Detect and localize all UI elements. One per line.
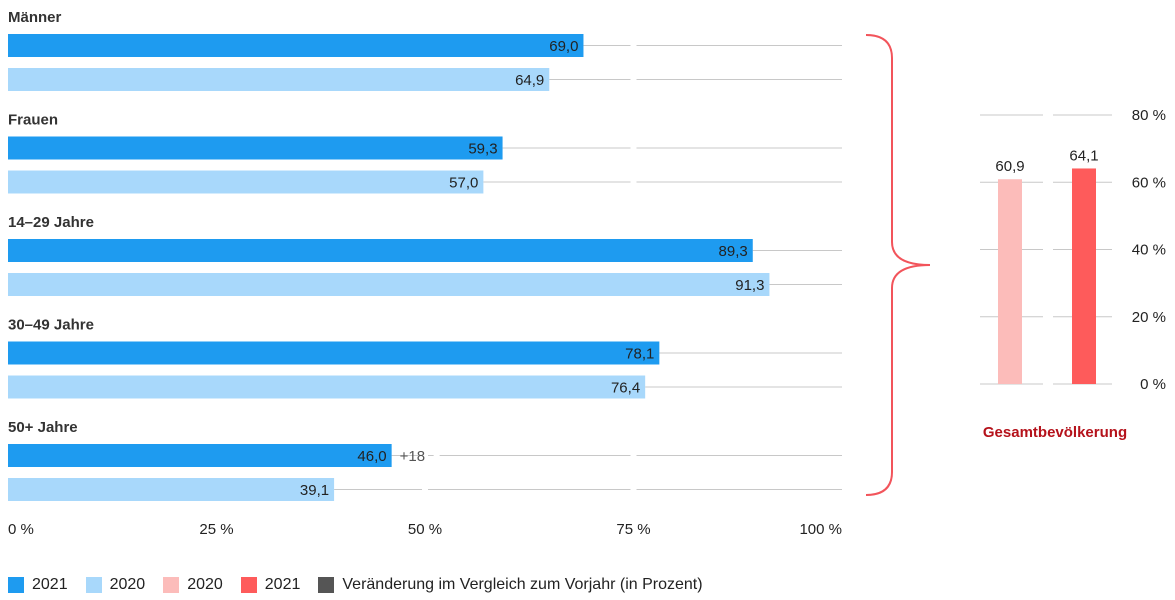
legend-swatch bbox=[240, 577, 257, 593]
data-label: 76,4 bbox=[611, 380, 640, 397]
bar-2020 bbox=[8, 273, 770, 296]
legend-item: 2020 bbox=[163, 576, 223, 594]
change-annotation: +18 bbox=[400, 448, 425, 465]
bar-2021 bbox=[8, 239, 753, 262]
data-label: 78,1 bbox=[625, 346, 654, 363]
bar-2020 bbox=[8, 375, 646, 399]
legend-label: 2021 bbox=[32, 576, 68, 593]
grid-layer bbox=[334, 44, 1112, 491]
y-tick-label: 80 % bbox=[1132, 107, 1166, 124]
y-tick-label: 20 % bbox=[1132, 309, 1166, 326]
legend-swatch bbox=[318, 577, 335, 593]
data-label: 39,1 bbox=[300, 482, 329, 499]
brace bbox=[865, 34, 931, 496]
data-label: 64,1 bbox=[1069, 147, 1098, 164]
y-tick-label: 60 % bbox=[1132, 174, 1166, 191]
data-label: 59,3 bbox=[468, 141, 497, 158]
x-tick-label: 0 % bbox=[8, 521, 34, 538]
bar-2021 bbox=[8, 34, 584, 57]
legend-item: Veränderung im Vergleich zum Vorjahr (in… bbox=[318, 576, 703, 594]
data-label: 91,3 bbox=[735, 277, 764, 294]
x-tick-label: 25 % bbox=[199, 521, 233, 538]
category-label: 14–29 Jahre bbox=[8, 214, 94, 231]
data-label: 69,0 bbox=[549, 38, 578, 55]
legend-label: 2020 bbox=[109, 576, 146, 593]
x-tick-label: 100 % bbox=[799, 521, 842, 538]
data-label: 46,0 bbox=[357, 448, 386, 465]
category-label: Männer bbox=[8, 9, 62, 26]
curly-brace bbox=[865, 34, 931, 496]
y-tick-label: 0 % bbox=[1140, 376, 1166, 393]
legend-swatch bbox=[8, 577, 24, 593]
data-label: 89,3 bbox=[719, 243, 748, 260]
legend-label: Veränderung im Vergleich zum Vorjahr (in… bbox=[342, 576, 703, 593]
data-label: 57,0 bbox=[449, 175, 478, 192]
bar-2020 bbox=[8, 68, 550, 91]
x-tick-label: 75 % bbox=[616, 521, 650, 538]
data-label: 60,9 bbox=[995, 158, 1024, 175]
annotation-gap bbox=[433, 453, 440, 458]
bar-2020 bbox=[8, 170, 484, 194]
horizontal-bar-chart: Männer 69,0 64,9 Frauen 59,3 57,0 14–29 Jahre 8… bbox=[8, 9, 842, 538]
total-population-title: Gesamtbevölkerung bbox=[983, 424, 1127, 441]
category-label: 50+ Jahre bbox=[8, 419, 78, 436]
legend-swatch bbox=[85, 577, 102, 593]
category-label: Frauen bbox=[8, 112, 58, 129]
legend-swatch bbox=[163, 577, 180, 593]
x-tick-label: 50 % bbox=[408, 521, 442, 538]
bar-total-2020 bbox=[998, 179, 1022, 384]
bar-total-2021 bbox=[1072, 168, 1096, 384]
bar-2021 bbox=[8, 341, 660, 365]
legend-item: 2021 bbox=[240, 576, 301, 594]
category-label: 30–49 Jahre bbox=[8, 317, 94, 334]
bar-2021 bbox=[8, 444, 392, 467]
y-tick-label: 40 % bbox=[1132, 242, 1166, 259]
total-population-chart: Gesamtbevölkerung 0 % 20 % 40 % 60 % 80 % 60,… bbox=[983, 107, 1166, 441]
bar-2021 bbox=[8, 136, 503, 160]
legend-item: 2021 bbox=[8, 576, 68, 594]
data-label: 64,9 bbox=[515, 72, 544, 89]
legend-item: 2020 bbox=[85, 576, 146, 594]
legend-label: 2021 bbox=[264, 576, 301, 593]
bar-2020 bbox=[8, 478, 335, 501]
legend-label: 2020 bbox=[187, 576, 223, 593]
legend: 2021 2020 2020 2021 Veränderung im Vergleich… bbox=[8, 576, 721, 594]
